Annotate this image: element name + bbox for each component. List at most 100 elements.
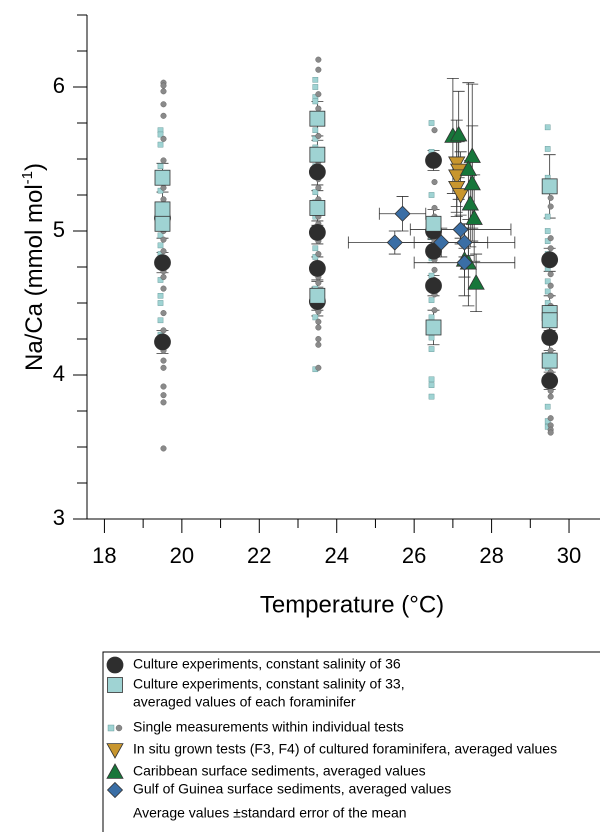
marker — [308, 224, 326, 241]
single-circle — [547, 393, 554, 400]
single-circle — [315, 251, 322, 258]
legend-marker — [106, 781, 124, 799]
marker — [308, 163, 326, 181]
x-axis-label: Temperature (°C) — [260, 591, 444, 618]
marker — [154, 215, 171, 232]
single-circle — [160, 157, 167, 164]
single-square — [157, 232, 164, 239]
single-circle — [160, 112, 167, 119]
legend-label: Caribbean surface sediments, averaged va… — [133, 763, 426, 779]
legend-label: In situ grown tests (F3, F4) of cultured… — [133, 741, 557, 757]
marker — [463, 174, 481, 191]
marker — [394, 205, 411, 222]
marker — [154, 201, 171, 218]
marker — [456, 234, 473, 251]
single-square — [428, 314, 435, 321]
x-tick-label: 30 — [557, 543, 581, 568]
legend-label: averaged values of each foraminifer — [133, 694, 356, 710]
marker — [541, 251, 559, 269]
single-circle — [547, 203, 554, 210]
marker — [309, 110, 326, 127]
single-circle — [315, 341, 322, 348]
y-tick-label: 3 — [53, 505, 65, 530]
single-square — [157, 141, 164, 148]
single-square — [157, 163, 164, 170]
single-square — [428, 334, 435, 341]
single-circle — [160, 310, 167, 317]
legend-marker — [106, 763, 124, 779]
legend-item: Caribbean surface sediments, averaged va… — [106, 763, 426, 779]
single-square — [544, 228, 551, 234]
single-square — [428, 346, 435, 352]
x-tick-label: 26 — [402, 543, 426, 568]
marker — [308, 260, 326, 277]
marker — [448, 169, 466, 186]
single-square — [312, 98, 319, 105]
legend-marker — [106, 743, 124, 759]
single-circle — [315, 56, 322, 63]
marker — [425, 242, 442, 260]
legend-item: Culture experiments, constant salinity o… — [106, 656, 401, 674]
legend-marker — [106, 656, 124, 674]
legend-label: Culture experiments, constant salinity o… — [133, 656, 401, 672]
legend-marker — [107, 724, 115, 732]
legend-note: Average values ±standard error of the me… — [133, 805, 407, 821]
single-circle — [160, 274, 167, 281]
marker — [309, 287, 326, 304]
single-square — [544, 403, 551, 410]
single-square — [428, 382, 435, 388]
single-circle — [160, 327, 167, 334]
marker — [541, 329, 559, 346]
single-circle — [160, 285, 167, 292]
single-circle — [160, 399, 167, 406]
single-circle — [315, 336, 322, 343]
marker — [425, 277, 442, 295]
single-circle — [315, 324, 322, 331]
single-circle — [547, 271, 554, 278]
single-circle — [160, 392, 167, 399]
single-circle — [160, 196, 167, 203]
single-square — [312, 314, 319, 321]
single-circle — [547, 429, 554, 436]
x-tick-label: 24 — [324, 543, 348, 568]
legend-item: Gulf of Guinea surface sediments, averag… — [106, 781, 451, 799]
single-square — [428, 192, 435, 198]
marker — [541, 372, 559, 390]
single-circle — [431, 266, 438, 273]
marker — [309, 200, 326, 216]
marker — [456, 254, 473, 271]
single-square — [312, 76, 319, 83]
single-square — [157, 293, 164, 299]
marker — [154, 254, 171, 272]
legend-box — [102, 651, 600, 832]
single-circle — [547, 245, 554, 252]
single-circle — [160, 445, 167, 452]
single-square — [544, 213, 551, 220]
single-circle — [547, 235, 554, 242]
marker — [541, 178, 558, 195]
single-circle — [315, 184, 322, 191]
marker — [541, 312, 558, 329]
y-label-text: Na/Ca (mmol mol — [21, 184, 48, 371]
marker — [541, 352, 558, 369]
single-circle — [315, 132, 322, 139]
y-tick-label: 5 — [53, 217, 65, 242]
y-label-sup: -1 — [19, 171, 36, 184]
legend-item: Single measurements within individual te… — [107, 719, 404, 735]
single-circle — [431, 179, 438, 186]
single-square — [544, 124, 551, 131]
legend-label: Gulf of Guinea surface sediments, averag… — [133, 781, 451, 797]
marker — [433, 234, 450, 251]
single-circle — [160, 248, 167, 255]
single-circle — [547, 194, 554, 201]
single-circle — [315, 91, 322, 98]
marker — [425, 215, 442, 232]
marker — [425, 152, 442, 169]
marker — [451, 188, 470, 204]
single-circle — [315, 364, 322, 371]
marker — [386, 234, 403, 251]
single-square — [157, 131, 164, 138]
single-square — [428, 120, 435, 126]
